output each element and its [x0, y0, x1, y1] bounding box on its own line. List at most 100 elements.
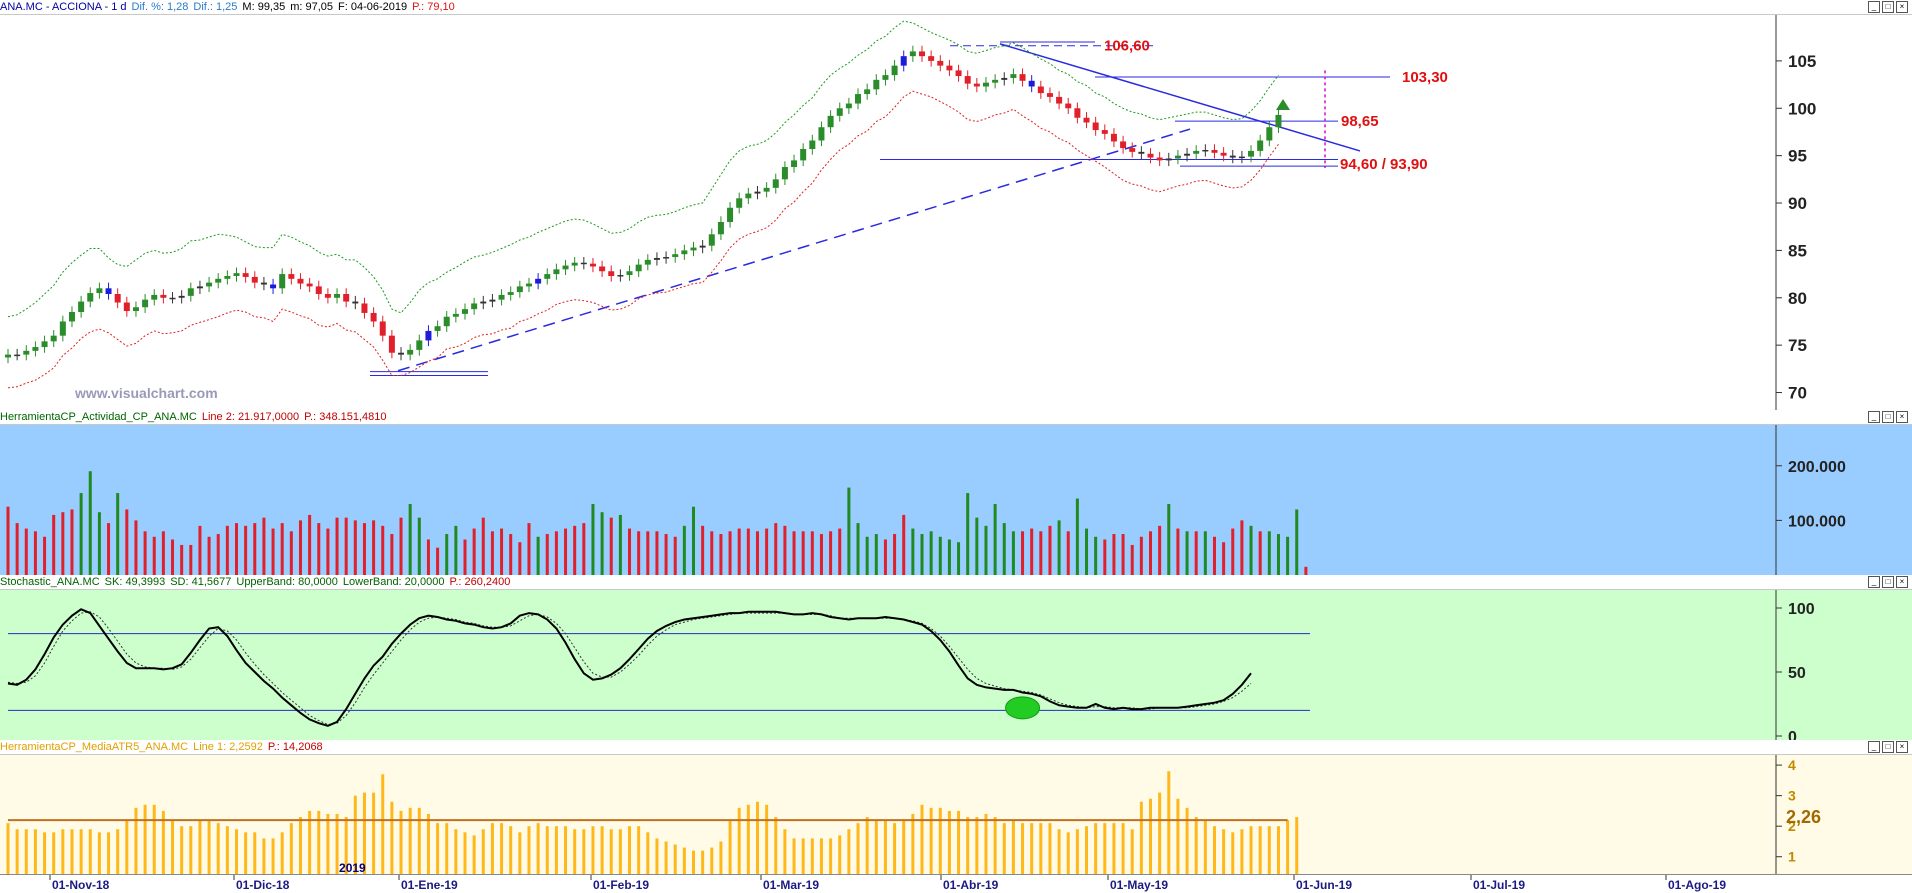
volume-panel-header: HerramientaCP_Actividad_CP_ANA.MC Line 2:…: [0, 410, 1912, 425]
y-tick-label: 200.000: [1788, 459, 1846, 476]
candle-body: [1028, 80, 1035, 87]
maximize-icon[interactable]: □: [1882, 411, 1894, 423]
atr-bar: [719, 841, 723, 874]
candle-body: [416, 340, 423, 350]
atr-bar: [1258, 826, 1262, 874]
atr-bar: [1194, 817, 1198, 874]
stochastic-window-controls[interactable]: _ □ ×: [1868, 576, 1908, 588]
candle-body: [681, 250, 688, 255]
volume-panel[interactable]: HerramientaCP_Actividad_CP_ANA.MC Line 2:…: [0, 410, 1912, 575]
close-icon[interactable]: ×: [1896, 411, 1908, 423]
minimize-icon[interactable]: _: [1868, 411, 1880, 423]
maximize-icon[interactable]: □: [1882, 1, 1894, 13]
close-icon[interactable]: ×: [1896, 741, 1908, 753]
close-icon[interactable]: ×: [1896, 1, 1908, 13]
volume-bar: [490, 531, 494, 575]
volume-bar: [509, 534, 513, 575]
volume-bar: [289, 531, 293, 575]
close-icon[interactable]: ×: [1896, 576, 1908, 588]
atr-bar: [929, 807, 933, 874]
x-tick-label: 01-May-19: [1110, 878, 1168, 892]
volume-bar: [216, 534, 220, 575]
volume-bar: [993, 504, 997, 575]
candle-body: [955, 70, 962, 77]
watermark: www.visualchart.com: [74, 385, 218, 401]
volume-bar: [417, 517, 421, 575]
candle-body: [772, 179, 779, 188]
price-chart[interactable]: 70 75 80 85 90 95 100 105 106,60 103,30 98,65 94,60…: [0, 15, 1912, 410]
atr-chart[interactable]: 1 2 3 4 2,26 2019: [0, 755, 1912, 874]
price-annotation: 94,60 / 93,90: [1340, 156, 1428, 173]
volume-window-controls[interactable]: _ □ ×: [1868, 411, 1908, 423]
candle-body: [224, 275, 231, 279]
volume-bar: [838, 528, 842, 575]
price-window-controls[interactable]: _ □ ×: [1868, 1, 1908, 13]
volume-bar: [947, 539, 951, 575]
candle-body: [1229, 155, 1236, 158]
volume-bar: [454, 525, 458, 575]
atr-bar: [253, 832, 257, 874]
atr-bar: [618, 829, 622, 874]
candle-body: [1248, 150, 1255, 157]
atr-bar: [344, 817, 348, 874]
volume-bar: [746, 528, 750, 575]
lower-band-line: [7, 90, 1279, 389]
atr-panel[interactable]: HerramientaCP_MediaATR5_ANA.MC Line 1: 2,…: [0, 740, 1912, 874]
candle-body: [334, 293, 341, 298]
atr-bar: [801, 838, 805, 874]
volume-bar: [1149, 531, 1152, 575]
atr-bar: [61, 829, 65, 874]
atr-bar: [1094, 823, 1098, 874]
atr-bar: [207, 820, 211, 874]
atr-bar: [975, 817, 979, 874]
stochastic-panel[interactable]: Stochastic_ANA.MC SK: 49,3993 SD: 41,5677 U…: [0, 575, 1912, 740]
volume-bar: [353, 520, 357, 575]
minimize-icon[interactable]: _: [1868, 1, 1880, 13]
atr-bar: [107, 832, 111, 874]
atr-bar: [600, 826, 604, 874]
maximize-icon[interactable]: □: [1882, 741, 1894, 753]
sd-line: [7, 611, 1252, 726]
candle-body: [59, 321, 66, 336]
volume-bar: [344, 517, 348, 575]
minimize-icon[interactable]: _: [1868, 576, 1880, 588]
volume-bar: [143, 531, 147, 575]
candle-body: [644, 259, 651, 265]
stochastic-chart[interactable]: 0 50 100: [0, 590, 1912, 740]
volume-bar: [372, 520, 376, 575]
candle-body: [946, 65, 953, 71]
volume-chart[interactable]: 100.000 200.000: [0, 425, 1912, 575]
atr-bar: [143, 804, 147, 874]
atr-bar: [810, 838, 814, 874]
atr-bar: [993, 817, 997, 874]
atr-bar: [865, 817, 869, 874]
header-field: Line 2: 21.917,0000: [201, 411, 300, 423]
candle-body: [525, 283, 532, 287]
volume-bar: [792, 531, 796, 575]
atr-bar: [417, 807, 421, 874]
candle-body: [1120, 141, 1127, 149]
candle-body: [178, 295, 185, 298]
x-tick-label: 01-Dic-18: [236, 878, 290, 892]
candle-body: [388, 335, 395, 353]
candle-body: [507, 292, 514, 295]
maximize-icon[interactable]: □: [1882, 576, 1894, 588]
atr-bar: [774, 817, 778, 874]
candle-body: [909, 51, 916, 57]
atr-bar: [298, 817, 302, 874]
candle-body: [608, 271, 615, 276]
volume-bar: [280, 523, 284, 575]
price-panel[interactable]: ANA.MC - ACCIONA - 1 d Dif. %: 1,28 Dif.: …: [0, 0, 1912, 410]
atr-window-controls[interactable]: _ □ ×: [1868, 741, 1908, 753]
volume-bar: [692, 506, 695, 575]
candle-body: [553, 269, 560, 275]
year-marker: 2019: [339, 861, 366, 874]
volume-bar: [966, 493, 970, 575]
volume-bar: [52, 514, 56, 575]
candle-body: [708, 234, 715, 246]
header-field: P.: 79,10: [412, 1, 455, 13]
atr-bar: [628, 826, 632, 874]
minimize-icon[interactable]: _: [1868, 741, 1880, 753]
volume-bar: [893, 534, 897, 575]
candle-body: [653, 257, 660, 260]
